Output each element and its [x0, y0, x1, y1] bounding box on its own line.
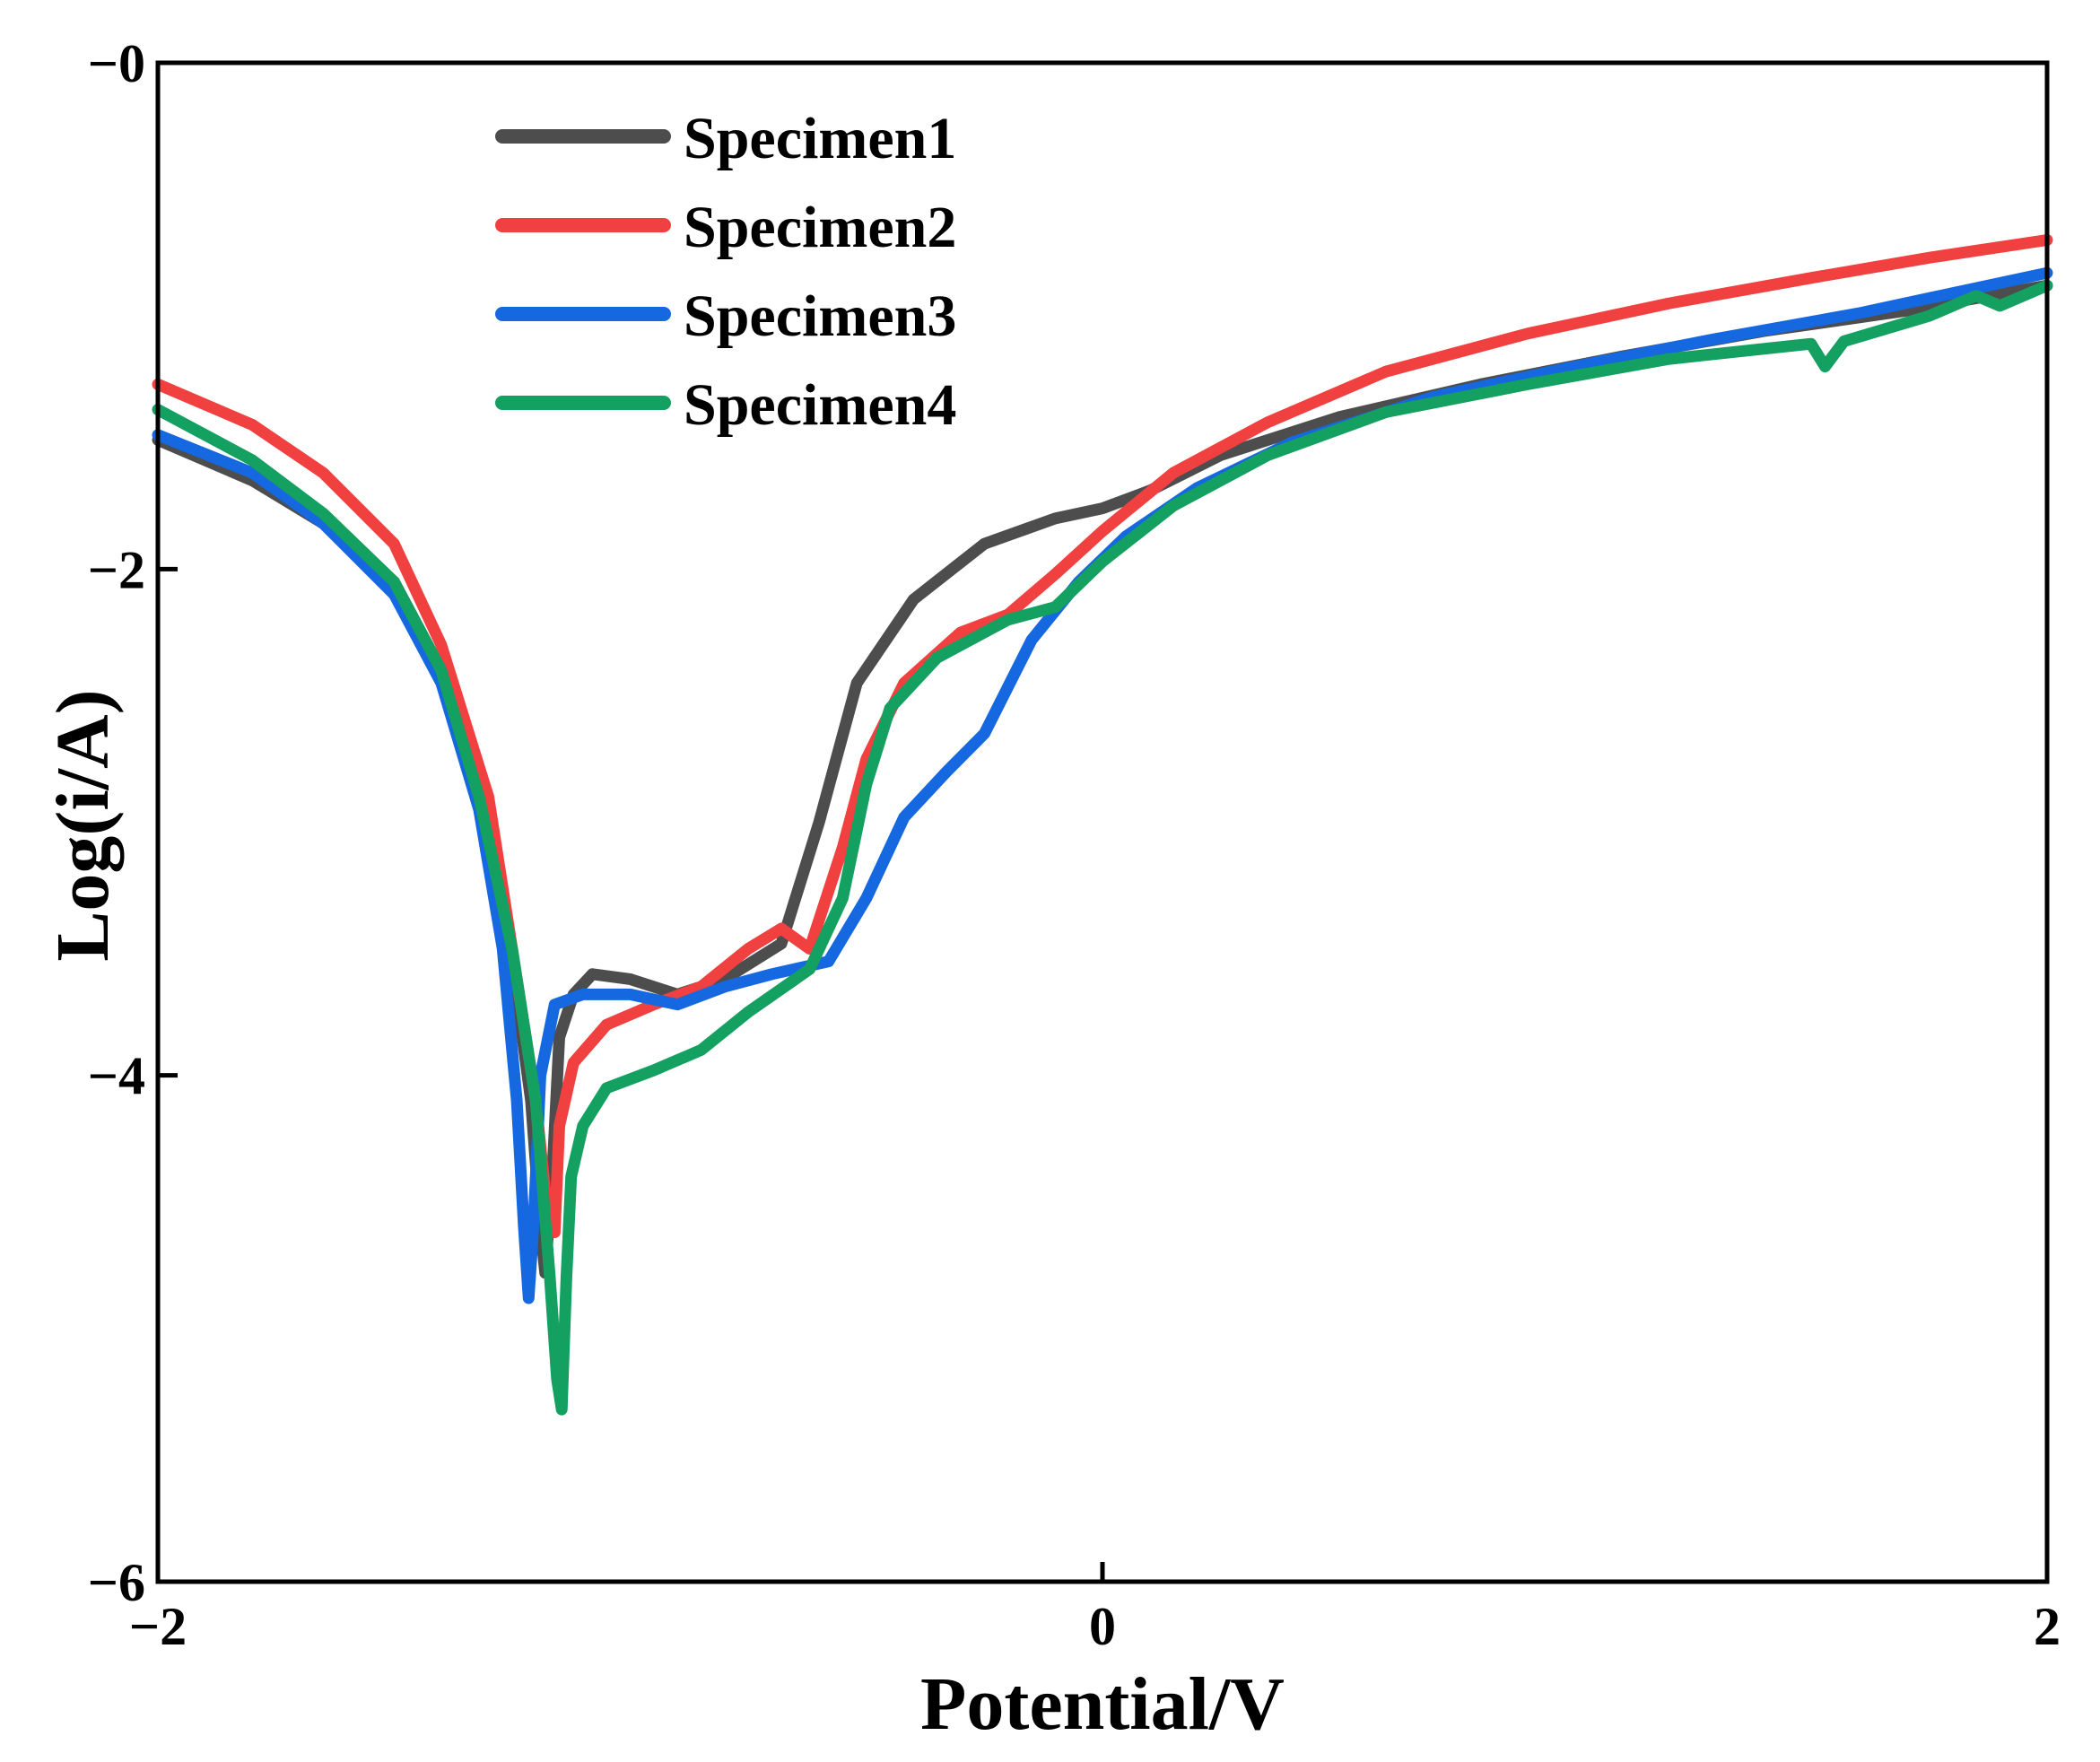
legend: Specimen1 Specimen2 Specimen3 Specimen4 [495, 106, 956, 438]
y-tick-label: −0 [88, 34, 145, 93]
series-line-specimen4 [152, 279, 2053, 1416]
series-layer [152, 234, 2053, 1416]
ticks-layer: −2 0 2 −0 −2 −4 −6 [88, 34, 2061, 1656]
legend-label-specimen2: Specimen2 [684, 195, 956, 260]
legend-label-specimen1: Specimen1 [684, 106, 956, 171]
x-tick-label: −2 [129, 1597, 187, 1656]
series-line-specimen2 [152, 234, 2053, 1239]
y-axis-title: Log(i/A) [41, 689, 125, 961]
x-tick-label: 2 [2034, 1597, 2061, 1656]
legend-label-specimen3: Specimen3 [684, 283, 956, 349]
x-tick-label: 0 [1089, 1597, 1116, 1656]
y-tick-label: −4 [88, 1047, 145, 1106]
y-tick-label: −6 [88, 1553, 145, 1612]
y-tick-label: −2 [88, 540, 145, 599]
x-axis-title: Potential/V [920, 1662, 1285, 1746]
legend-label-specimen4: Specimen4 [684, 372, 956, 438]
